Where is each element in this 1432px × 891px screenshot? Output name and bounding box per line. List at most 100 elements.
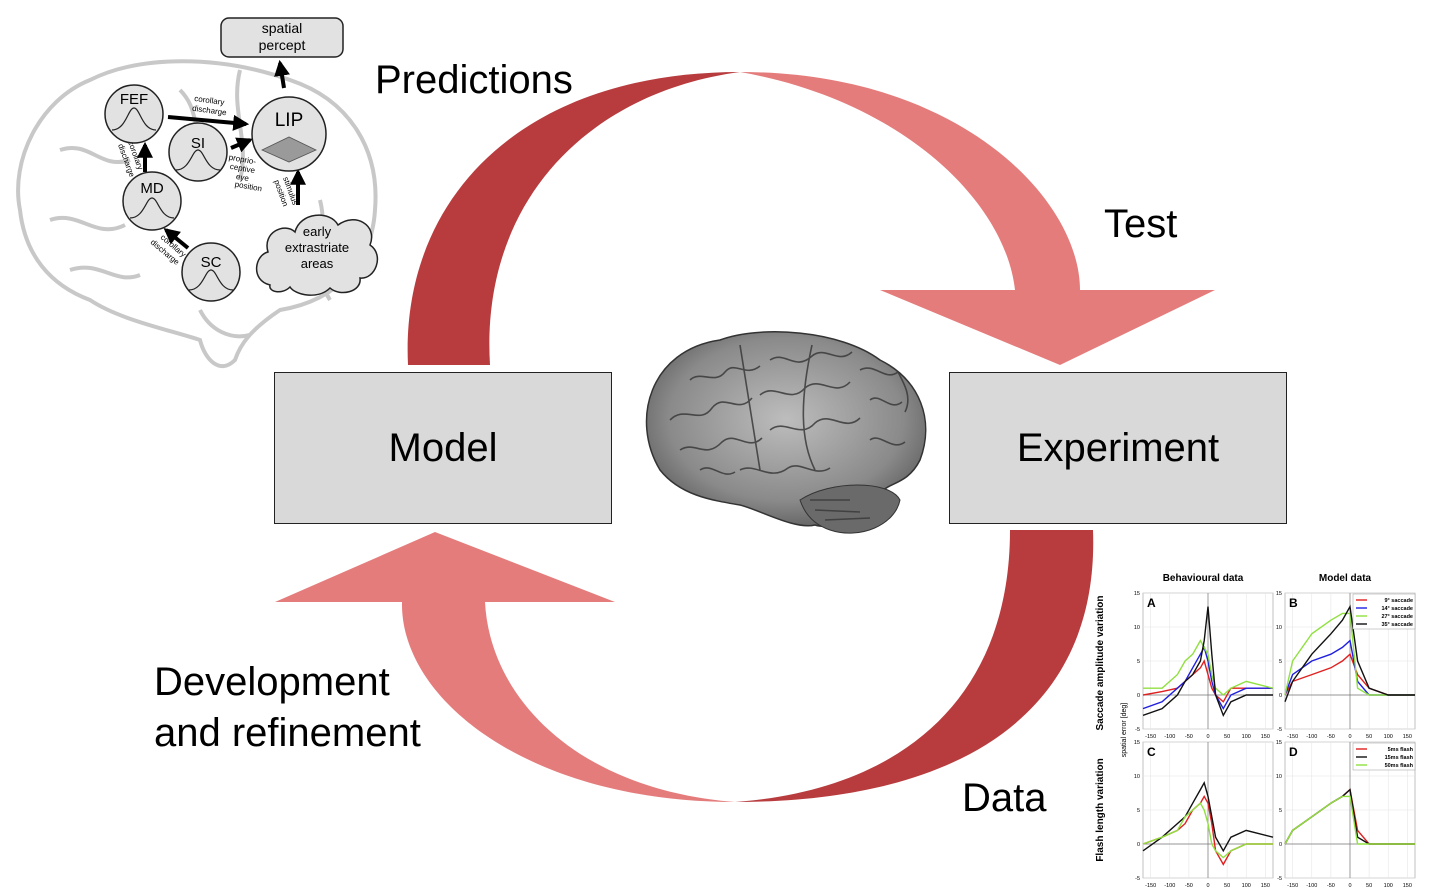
y-tick-label: 5 <box>1137 659 1140 665</box>
x-tick-label: 100 <box>1384 883 1393 889</box>
top-arrow-dark <box>407 72 740 365</box>
corollary-label-top: corollary <box>194 94 225 107</box>
x-tick-label: 150 <box>1403 734 1412 740</box>
panel-letter: A <box>1147 596 1156 610</box>
y-tick-label: 0 <box>1279 693 1282 699</box>
x-tick-label: -50 <box>1185 883 1193 889</box>
lip-to-percept-arrow <box>274 59 290 89</box>
y-tick-label: 0 <box>1137 842 1140 848</box>
x-tick-label: -150 <box>1145 734 1156 740</box>
y-tick-label: 5 <box>1137 808 1140 814</box>
x-tick-label: 150 <box>1403 883 1412 889</box>
x-tick-label: 150 <box>1261 734 1270 740</box>
sc-label: SC <box>201 254 222 271</box>
x-tick-label: -100 <box>1306 883 1317 889</box>
spatial-percept-line2: percept <box>259 37 306 53</box>
x-tick-label: 50 <box>1224 734 1230 740</box>
data-figure: Behavioural data Model data Saccade ampl… <box>1095 573 1416 889</box>
legend-item: 5ms flash <box>1388 747 1414 753</box>
x-tick-label: -150 <box>1145 883 1156 889</box>
x-tick-label: 100 <box>1242 734 1251 740</box>
row-title-flash: Flash length variation <box>1095 758 1106 861</box>
x-tick-label: -50 <box>1327 883 1335 889</box>
bottom-arrow-light <box>275 532 735 802</box>
y-tick-label: 0 <box>1279 842 1282 848</box>
series-line <box>1142 802 1273 859</box>
y-tick-label: -5 <box>1135 876 1140 882</box>
y-tick-label: 15 <box>1134 740 1140 746</box>
lip-label: LIP <box>275 110 304 131</box>
col-title-behavioural: Behavioural data <box>1163 573 1244 584</box>
bottom-arrow-dark <box>735 530 1094 802</box>
fef-label: FEF <box>120 91 148 108</box>
y-tick-label: 10 <box>1134 774 1140 780</box>
series-line <box>1142 606 1273 718</box>
label-test: Test <box>1104 202 1178 246</box>
node-early-areas: early extrastriate areas <box>255 214 379 296</box>
series-line <box>1284 604 1415 703</box>
label-predictions: Predictions <box>375 58 573 102</box>
node-sc: SC <box>181 242 241 302</box>
y-axis-label: spatial error [deg] <box>1121 703 1128 758</box>
legend-item: 50ms flash <box>1385 763 1414 769</box>
experiment-label: Experiment <box>1016 425 1220 470</box>
si-label: SI <box>191 135 205 152</box>
series-line <box>1142 780 1274 853</box>
x-tick-label: 0 <box>1348 734 1351 740</box>
legend-item: 15ms flash <box>1385 755 1414 761</box>
brain-photo <box>645 331 927 534</box>
legend-item: 9° saccade <box>1385 598 1414 604</box>
model-label: Model <box>388 425 498 470</box>
y-tick-label: 15 <box>1134 591 1140 597</box>
proprio-label-4: position <box>234 180 263 194</box>
x-tick-label: 150 <box>1261 883 1270 889</box>
label-refinement: and refinement <box>154 711 421 755</box>
panel-letter: B <box>1289 596 1298 610</box>
proprio-label-3: eye <box>235 172 250 183</box>
x-tick-label: -150 <box>1287 883 1298 889</box>
x-tick-label: -150 <box>1287 734 1298 740</box>
sc-to-md-arrow <box>163 227 190 250</box>
proprio-label-2: ceptive <box>229 162 256 175</box>
top-arrow-light <box>740 72 1215 365</box>
x-tick-label: -100 <box>1306 734 1317 740</box>
y-tick-label: 5 <box>1279 808 1282 814</box>
x-tick-label: 50 <box>1366 883 1372 889</box>
x-tick-label: -50 <box>1327 734 1335 740</box>
y-tick-label: 15 <box>1276 591 1282 597</box>
series-line <box>1142 645 1273 711</box>
label-development: Development <box>154 660 390 704</box>
col-title-model: Model data <box>1319 573 1372 584</box>
panel-letter: C <box>1147 745 1156 759</box>
legend-item: 14° saccade <box>1381 606 1413 612</box>
y-tick-label: 10 <box>1134 625 1140 631</box>
node-md: MD <box>122 171 182 231</box>
fef-to-lip-arrow <box>167 114 250 131</box>
early-line2: extrastriate <box>285 240 349 255</box>
x-tick-label: 0 <box>1206 734 1209 740</box>
si-to-lip-arrow <box>230 137 253 153</box>
y-tick-label: -5 <box>1135 727 1140 733</box>
early-line3: areas <box>301 256 334 271</box>
x-tick-label: 0 <box>1348 883 1351 889</box>
node-fef: FEF <box>104 84 164 144</box>
label-data: Data <box>962 776 1047 820</box>
x-tick-label: 50 <box>1224 883 1230 889</box>
md-label: MD <box>140 180 163 197</box>
experiment-box: Experiment <box>949 372 1287 524</box>
series-line <box>1143 639 1274 696</box>
spatial-percept-box <box>220 17 344 58</box>
y-tick-label: 5 <box>1279 659 1282 665</box>
legend-item: 27° saccade <box>1381 614 1413 620</box>
x-tick-label: -100 <box>1164 883 1175 889</box>
x-tick-label: 0 <box>1206 883 1209 889</box>
panel-letter: D <box>1289 745 1298 759</box>
x-tick-label: 100 <box>1384 734 1393 740</box>
y-tick-label: 0 <box>1137 693 1140 699</box>
y-tick-label: -5 <box>1277 876 1282 882</box>
x-tick-label: 100 <box>1242 883 1251 889</box>
x-tick-label: -100 <box>1164 734 1175 740</box>
node-si: SI <box>168 122 228 182</box>
